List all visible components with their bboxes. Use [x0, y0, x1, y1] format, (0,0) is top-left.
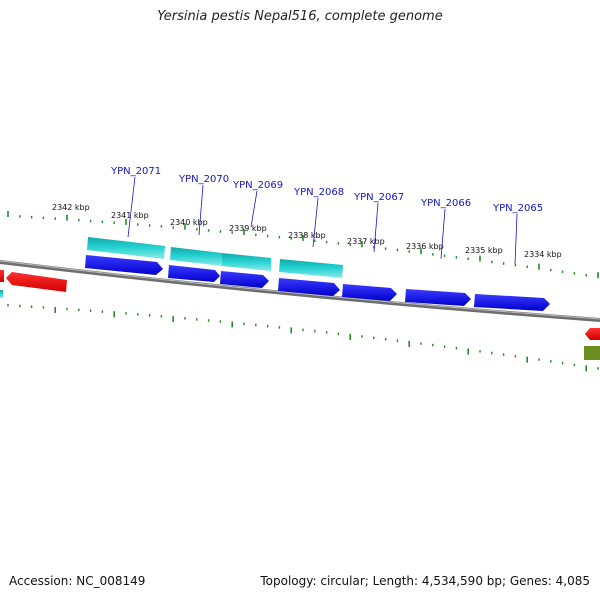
orf-feature[interactable]	[222, 253, 271, 271]
gene-label[interactable]: YPN_2069	[232, 180, 283, 191]
scale-label: 2336 kbp	[406, 242, 444, 251]
scale-label: 2335 kbp	[465, 246, 503, 255]
gene-label[interactable]: YPN_2070	[178, 174, 229, 185]
gene-arrow-reverse[interactable]	[0, 270, 4, 282]
scale-label: 2334 kbp	[524, 250, 562, 259]
gene-label-leader	[373, 202, 379, 253]
gene-arrow-reverse[interactable]	[6, 272, 67, 292]
scale-label: 2339 kbp	[229, 224, 267, 233]
gene-label[interactable]: YPN_2066	[420, 198, 471, 209]
scale-label: 2337 kbp	[347, 237, 385, 246]
gene-label-leader	[312, 197, 319, 248]
gene-label[interactable]: YPN_2067	[353, 192, 404, 203]
gene-label-texts: YPN_2071 YPN_2070 YPN_2069 YPN_2068 YPN_…	[110, 166, 543, 214]
gene-arrow[interactable]	[85, 255, 163, 275]
gene-label-leader	[440, 208, 446, 260]
orf-feature[interactable]	[0, 290, 3, 298]
gene-label[interactable]: YPN_2065	[492, 203, 543, 214]
forward-genes-track	[85, 255, 550, 311]
genome-backbone-highlight	[0, 260, 600, 320]
gene-label[interactable]: YPN_2071	[110, 166, 161, 177]
gene-labels	[127, 176, 518, 265]
feature-block[interactable]	[584, 346, 600, 360]
gene-label-leader	[250, 190, 258, 228]
map-title: Yersinia pestis Nepal516, complete genom…	[157, 9, 443, 24]
scale-labels: 2342 kbp 2341 kbp 2340 kbp 2339 kbp 2338…	[52, 203, 562, 259]
gene-label-leader	[198, 184, 204, 236]
gene-arrow[interactable]	[278, 278, 340, 296]
orf-feature[interactable]	[87, 237, 165, 259]
accession-label: Accession: NC_008149	[9, 574, 146, 588]
gene-label-leader	[514, 213, 518, 265]
reverse-genes-track	[0, 270, 600, 360]
gene-arrow[interactable]	[168, 265, 220, 282]
inner-scale-track	[7, 303, 599, 372]
orf-feature[interactable]	[279, 259, 343, 278]
scale-label: 2341 kbp	[111, 211, 149, 220]
scale-label: 2340 kbp	[170, 218, 208, 227]
gene-arrow[interactable]	[405, 289, 471, 306]
gene-arrow[interactable]	[342, 284, 397, 301]
orf-track	[0, 237, 343, 298]
gene-label[interactable]: YPN_2068	[293, 187, 344, 198]
gene-arrow[interactable]	[220, 271, 269, 288]
scale-label: 2342 kbp	[52, 203, 90, 212]
orf-feature[interactable]	[170, 247, 222, 266]
gene-arrow[interactable]	[474, 294, 550, 311]
genome-backbone	[0, 260, 600, 322]
genome-summary: Topology: circular; Length: 4,534,590 bp…	[260, 574, 590, 588]
gene-label-leader	[127, 176, 136, 238]
scale-label: 2338 kbp	[288, 231, 326, 240]
outer-scale-track	[7, 210, 599, 279]
gene-arrow-reverse[interactable]	[585, 328, 600, 340]
